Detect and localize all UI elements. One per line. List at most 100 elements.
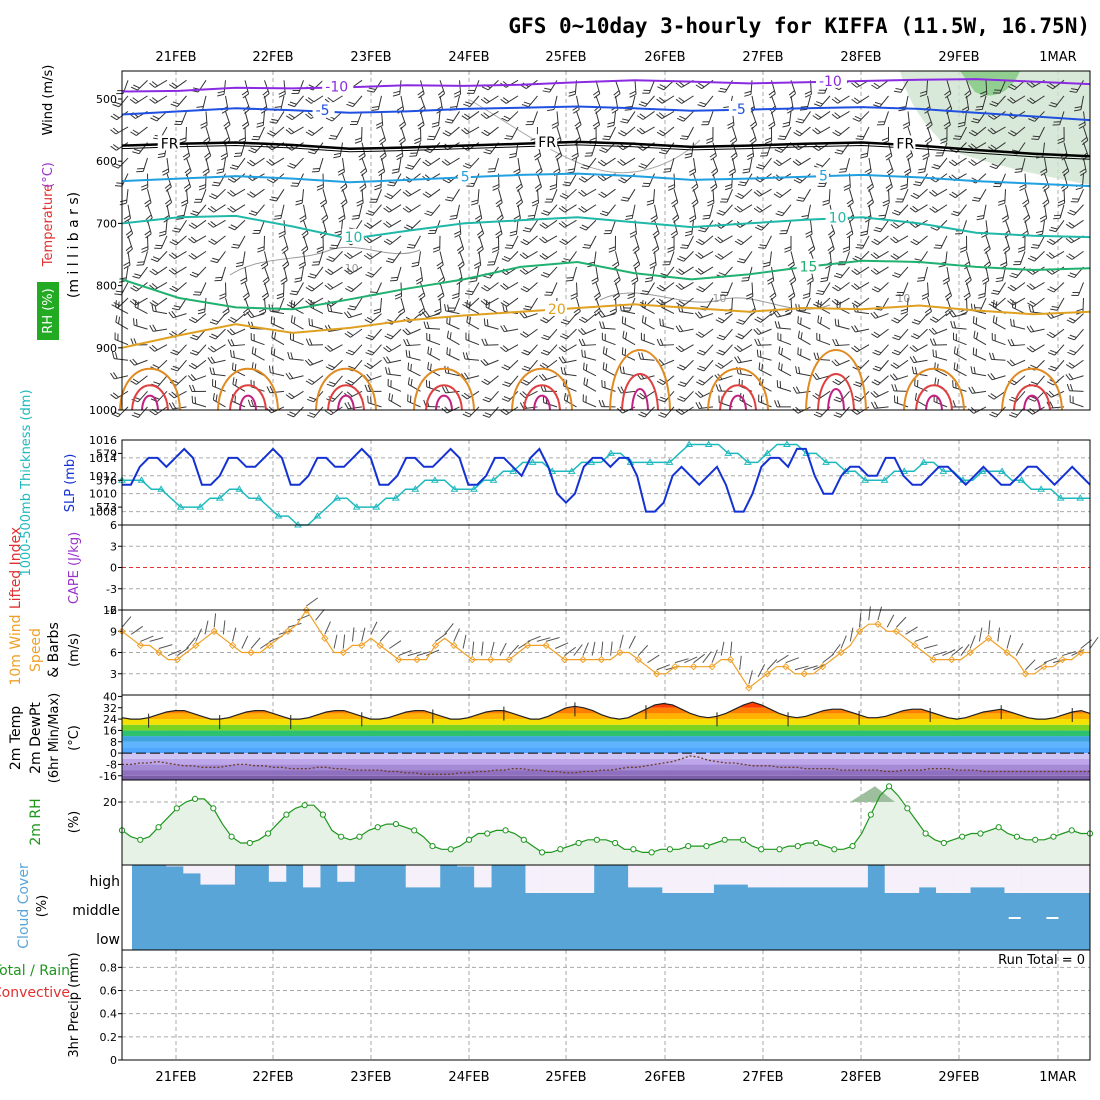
wind-barb-flag	[463, 392, 471, 398]
wind-barb-flag	[219, 296, 227, 300]
wind10m-marker	[450, 641, 458, 650]
wind-barb-flag	[620, 386, 625, 393]
wind-barb-flag	[968, 387, 973, 394]
wind10m-marker	[155, 648, 163, 657]
wind-barb-staff	[469, 95, 480, 107]
contour-label: 10	[829, 211, 847, 227]
wind-barb-flag	[110, 145, 117, 151]
wind-barb-flag	[368, 87, 376, 91]
wind-barb-flag	[200, 124, 208, 129]
wind-barb-flag	[943, 121, 950, 127]
wind-barb-flag	[278, 93, 286, 98]
wind-barb-staff	[213, 219, 226, 228]
wind-barb-flag	[676, 117, 684, 122]
wind-barb-staff	[216, 313, 226, 325]
slp-tick-label: 1010	[89, 488, 117, 501]
rh-marker	[484, 830, 491, 837]
wind-barb-flag	[429, 347, 432, 356]
isotherm-hottest	[729, 394, 747, 411]
wind-barb-flag	[1009, 96, 1017, 103]
wind-barb-flag	[150, 258, 158, 263]
wind-barb-flag	[1019, 187, 1027, 191]
wind-barb-staff	[868, 189, 874, 203]
date-label-bottom: 25FEB	[545, 1070, 586, 1085]
wind-barb-staff	[798, 337, 811, 346]
wind-barb-flag	[344, 332, 351, 338]
wind-barb-flag	[539, 224, 546, 229]
wind-barb-flag	[1032, 244, 1040, 246]
wind-barb-staff	[415, 142, 421, 157]
wind-barb-flag	[307, 414, 314, 418]
wind-barb-flag	[795, 303, 798, 311]
wind-barb-flag	[972, 118, 980, 121]
wind-barb-flag	[522, 331, 529, 336]
wind-barb-flag	[872, 368, 880, 372]
wind-barb-flag	[1075, 187, 1083, 191]
wind-barb-staff	[894, 375, 909, 381]
wind-barb-flag	[541, 336, 549, 341]
wind-barb-flag	[217, 93, 225, 97]
y-tick-label: 20	[103, 796, 117, 809]
wind-barb-staff	[1011, 344, 1026, 347]
wind-barb-staff	[428, 157, 441, 167]
date-label-bottom: 29FEB	[938, 1070, 979, 1085]
wind-barb-flag	[390, 276, 398, 279]
wind-barb-flag	[276, 292, 284, 297]
wind-barb-staff	[196, 204, 207, 216]
wind-barb-flag	[625, 217, 633, 221]
wind-barb-flag	[562, 319, 570, 323]
wind-barb-flag	[452, 292, 460, 297]
wind-barb-flag	[820, 280, 828, 283]
wind-barb-flag	[989, 413, 997, 418]
wind-barb-staff	[621, 310, 636, 315]
wind-barb-flag	[327, 268, 334, 274]
rh-label-bg	[37, 282, 59, 340]
wind-barb-staff	[748, 157, 753, 172]
wind-barb-flag	[995, 280, 1003, 283]
wind-barb-staff	[952, 327, 967, 330]
wind-barb-flag	[463, 103, 471, 108]
temperature-label: Temperature	[41, 184, 56, 267]
wind-barb-flag	[295, 202, 303, 206]
wind-barb-flag	[580, 328, 587, 334]
wind-barb-flag	[1049, 82, 1056, 88]
wind-barb-staff	[810, 235, 816, 250]
wind-barb-flag	[290, 352, 294, 360]
wind-barb-staff	[565, 188, 577, 200]
wind-barb-flag	[971, 129, 978, 135]
wind-barb-flag	[149, 82, 156, 88]
wind-barb-flag	[385, 221, 392, 227]
wind-barb-staff	[244, 266, 248, 281]
wind-barb-staff	[610, 220, 616, 234]
wind-barb-flag	[308, 378, 315, 384]
wind-barb-flag	[667, 246, 675, 250]
wind10m-marker	[357, 641, 366, 650]
wind-barb-staff	[271, 157, 285, 166]
wind10m-label-b: Speed	[28, 628, 44, 672]
dewpt-line	[122, 755, 1090, 775]
cloud-clear-segment	[1072, 865, 1091, 893]
wind-barb-staff	[177, 95, 187, 107]
wind-barb-flag	[973, 196, 981, 200]
wind-barb-staff	[993, 142, 1006, 152]
wind-barb-flag	[775, 159, 783, 165]
wind-barb-flag	[1057, 140, 1065, 145]
wind-barb-flag	[153, 381, 161, 385]
isotherm-line	[121, 303, 1091, 349]
wind-barb-flag	[250, 210, 258, 214]
wind-barb-staff	[993, 390, 1006, 400]
rh-isoline-label: 10	[345, 262, 359, 275]
wind10m-marker	[782, 662, 790, 671]
wind-barb-staff	[242, 251, 246, 266]
wind-barb-flag	[597, 175, 604, 182]
wind-barb-flag	[1051, 305, 1059, 309]
wind-barb-flag	[951, 159, 958, 165]
wind-barb-flag	[1062, 167, 1069, 174]
wind-barb-staff	[291, 321, 304, 330]
wind-barb-flag	[678, 345, 685, 351]
wind-barb-flag	[119, 199, 127, 203]
wind-barb-flag	[581, 176, 588, 181]
wind-barb-flag	[625, 214, 633, 218]
wind-barb-flag	[406, 224, 413, 229]
